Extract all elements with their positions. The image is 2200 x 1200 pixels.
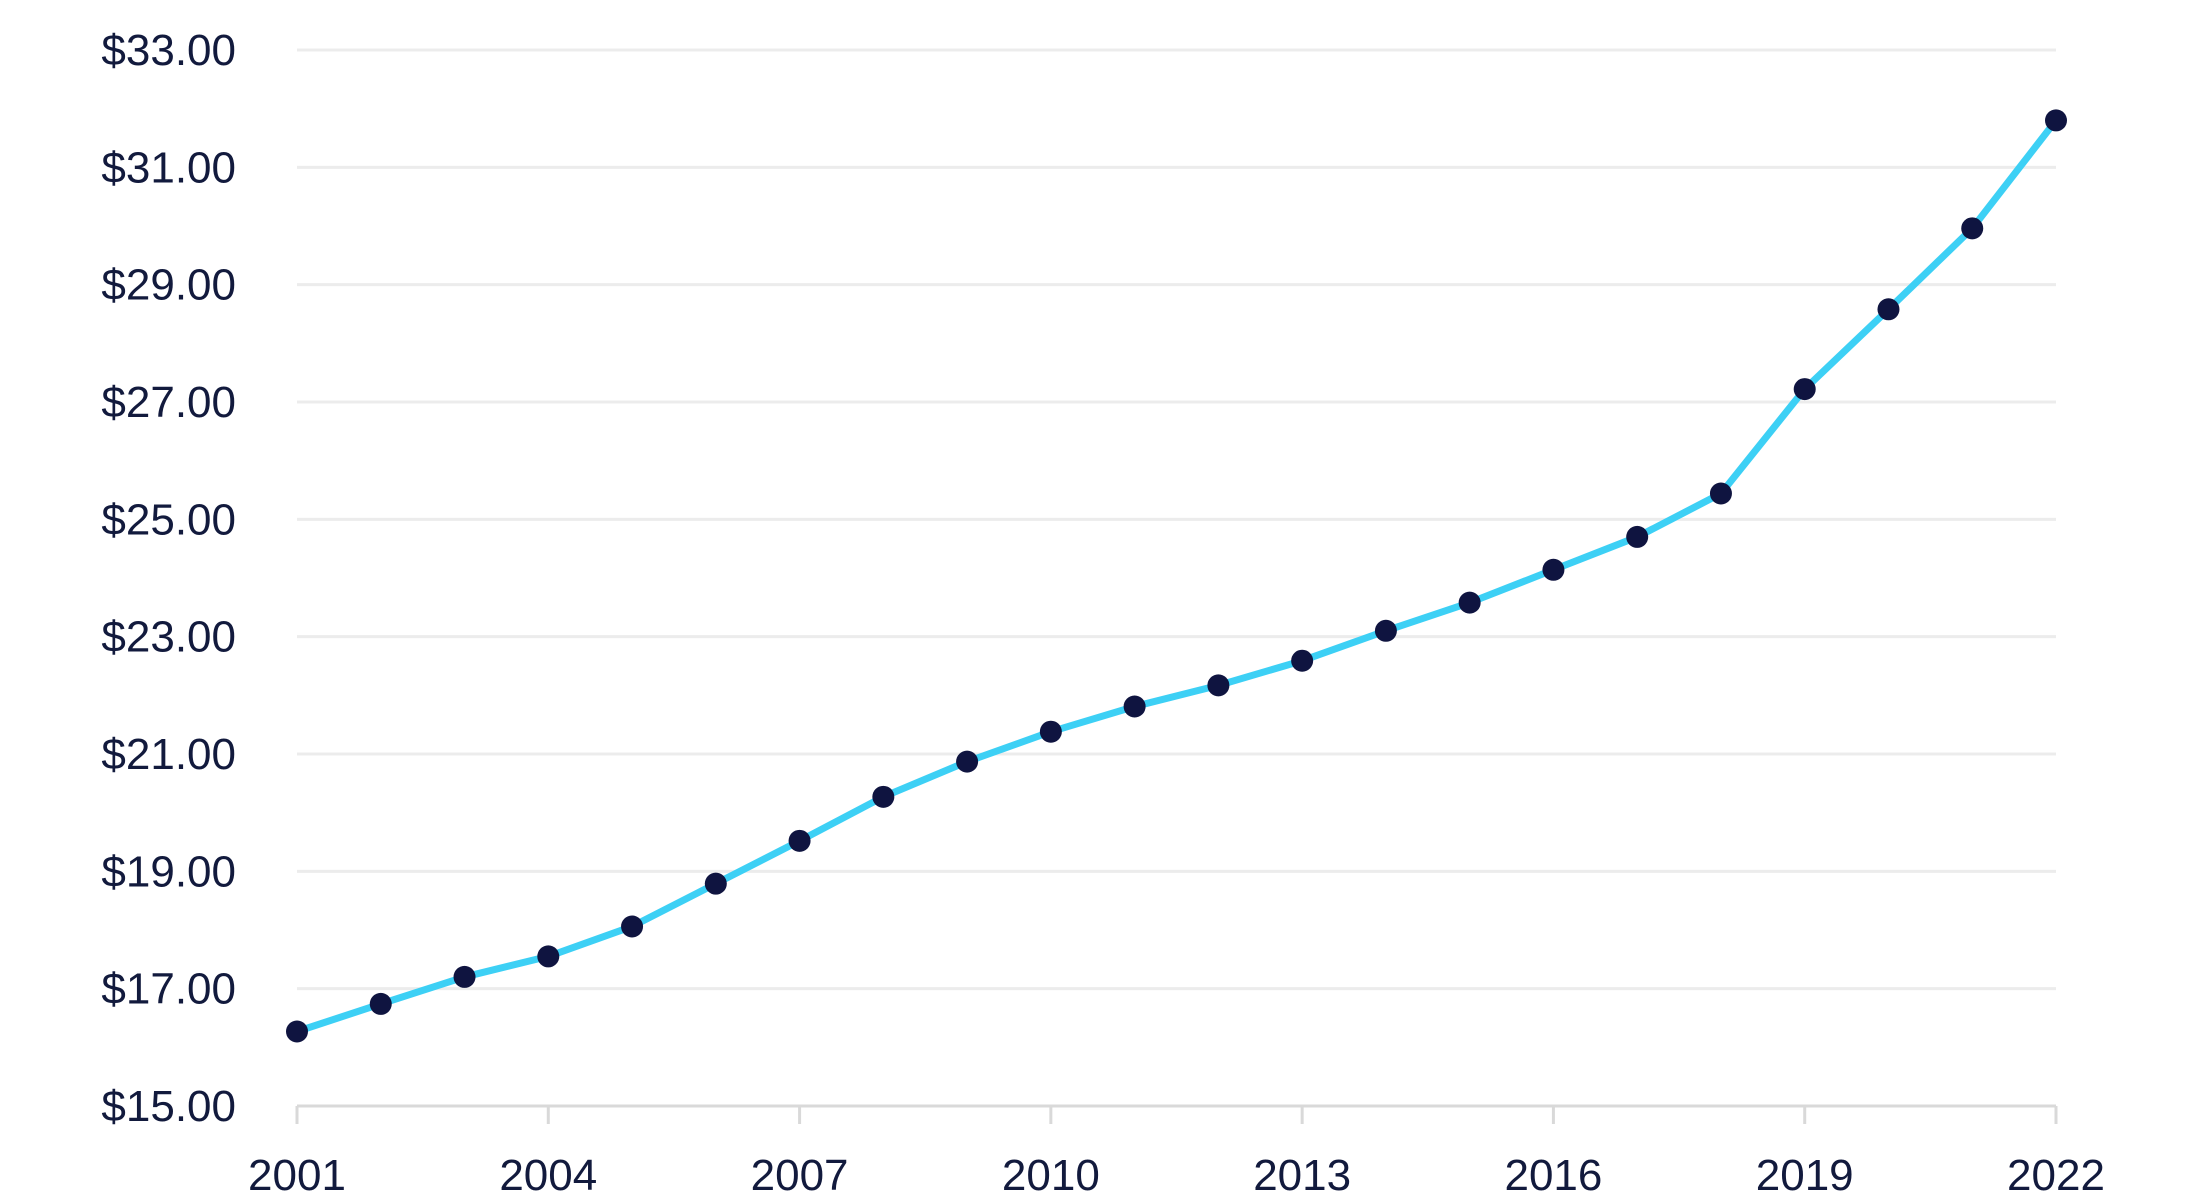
y-tick-label: $29.00 (101, 261, 236, 310)
data-point (1877, 298, 1900, 321)
y-tick-label: $23.00 (101, 613, 236, 662)
series-line (293, 116, 2060, 1035)
data-point (788, 829, 811, 852)
x-tick-label: 2013 (1253, 1151, 1351, 1200)
data-point (1709, 482, 1732, 505)
y-tick-label: $33.00 (101, 26, 236, 75)
x-tick-label: 2004 (499, 1151, 597, 1200)
data-point (1123, 695, 1146, 718)
y-axis-labels: $15.00 $17.00 $19.00 $21.00 $23.00 $25.00 $27.… (101, 26, 236, 1131)
x-tick-label: 2007 (751, 1151, 849, 1200)
data-point (286, 1020, 308, 1043)
y-tick-label: $25.00 (101, 495, 236, 544)
y-tick-label: $15.00 (101, 1082, 236, 1131)
x-tick-label: 2010 (1002, 1151, 1100, 1200)
y-tick-label: $17.00 (101, 965, 236, 1014)
x-axis (295, 1104, 2058, 1124)
data-point (1291, 649, 1314, 672)
gridlines (297, 48, 2056, 991)
x-tick-label: 2022 (2007, 1151, 2105, 1200)
data-point (1374, 619, 1397, 642)
series-line-group (293, 116, 2060, 1035)
data-point (369, 992, 392, 1015)
data-point (872, 785, 895, 808)
data-point (956, 750, 979, 773)
y-tick-label: $21.00 (101, 730, 236, 779)
data-point (1961, 217, 1984, 240)
data-point (704, 872, 727, 895)
y-tick-label: $27.00 (101, 378, 236, 427)
data-point (1207, 674, 1230, 697)
x-tick-label: 2019 (1756, 1151, 1854, 1200)
x-tick-label: 2016 (1504, 1151, 1602, 1200)
y-tick-label: $19.00 (101, 847, 236, 896)
data-point (1458, 591, 1481, 614)
data-point (453, 965, 476, 988)
data-point (1542, 558, 1565, 581)
data-point (2045, 109, 2067, 132)
x-axis-labels: 2001 2004 2007 2010 2013 2016 2019 2022 (248, 1151, 2105, 1200)
data-point (1039, 720, 1062, 743)
data-point (621, 915, 644, 938)
data-point (537, 945, 560, 968)
y-tick-label: $31.00 (101, 143, 236, 192)
data-point (1626, 525, 1649, 548)
x-tick-label: 2001 (248, 1151, 346, 1200)
data-point-group (286, 109, 2067, 1043)
data-point (1793, 378, 1816, 401)
